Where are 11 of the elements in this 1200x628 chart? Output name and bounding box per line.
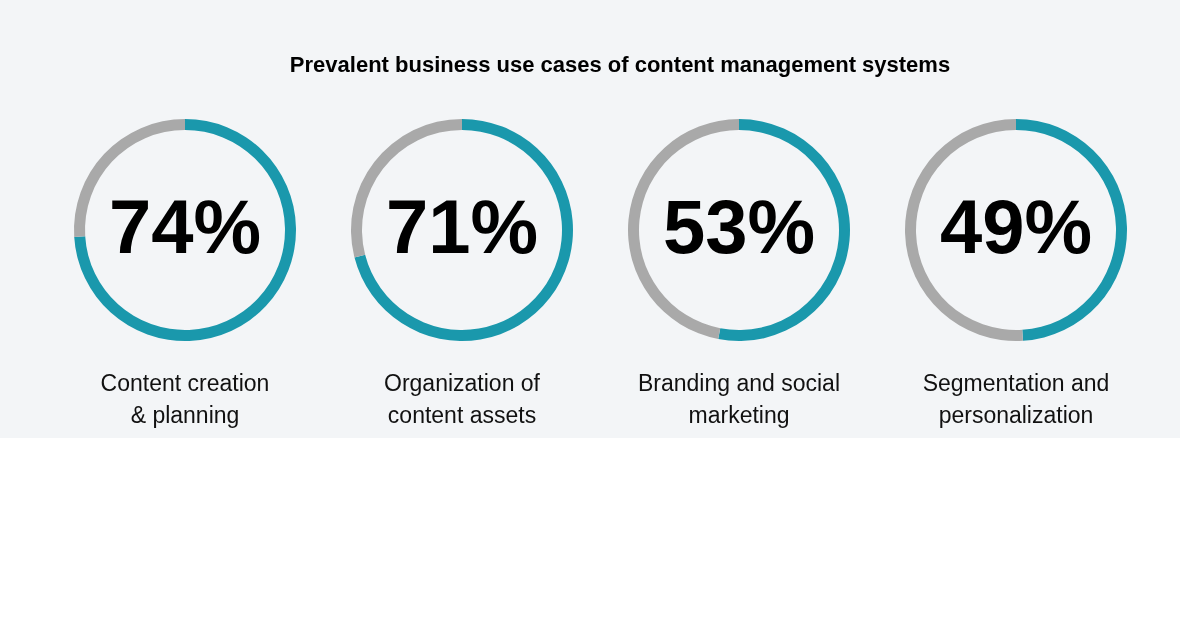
data-label: 53% bbox=[662, 184, 816, 269]
text: Segmentation and personalization bbox=[922, 370, 1110, 428]
donut-slice bbox=[74, 119, 296, 341]
data-label: 49% bbox=[939, 184, 1093, 269]
donut-slice bbox=[354, 119, 573, 341]
text: Branding and social marketing bbox=[637, 370, 841, 428]
text: Content creation & planning bbox=[100, 370, 270, 428]
text: Organization of content assets bbox=[384, 370, 541, 428]
data-label: 71% bbox=[385, 184, 539, 269]
text: Prevalent business use cases of content management systems bbox=[289, 52, 951, 77]
data-label: 74% bbox=[108, 184, 262, 269]
